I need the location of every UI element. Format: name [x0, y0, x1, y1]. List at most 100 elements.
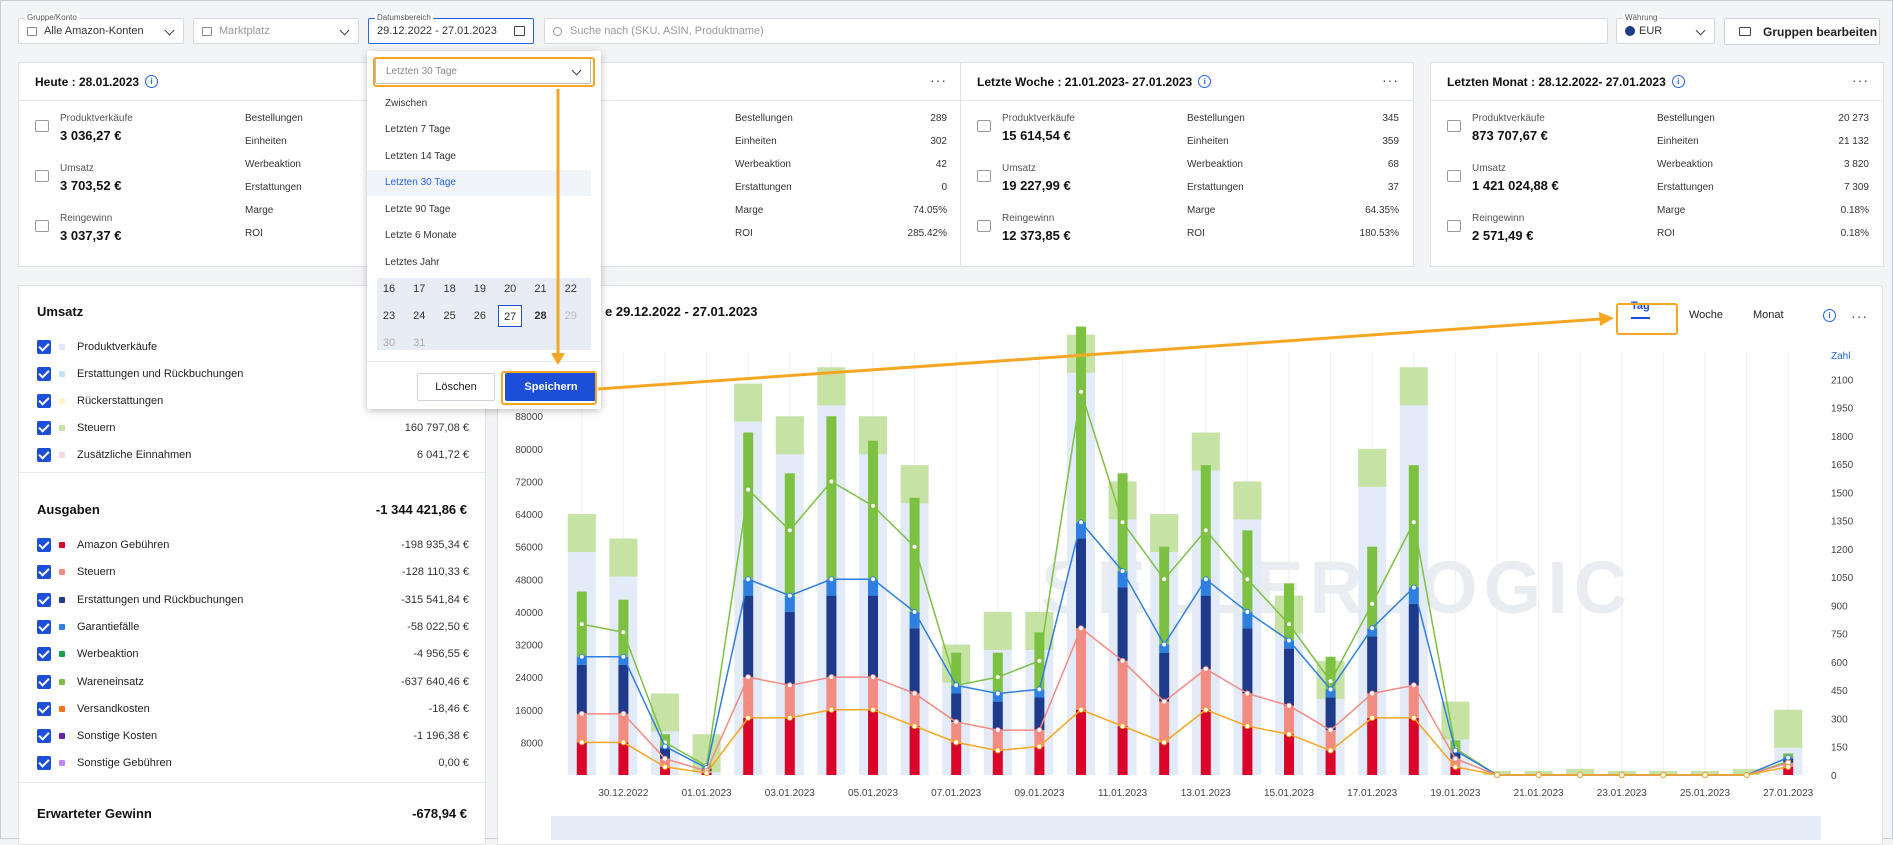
marketplace-select[interactable]: Marktplatz — [193, 18, 359, 44]
more-options-icon[interactable]: ··· — [1852, 72, 1869, 88]
info-icon[interactable]: i — [145, 75, 159, 88]
net-metric: Reingewinn 3 037,37 € — [60, 213, 122, 243]
calendar-day[interactable]: 22 — [564, 283, 577, 295]
info-icon[interactable]: i — [1671, 75, 1685, 88]
checkbox[interactable] — [37, 756, 51, 771]
breakdown-item[interactable]: Sonstige Gebühren 0,00 € — [37, 755, 469, 771]
preset-option[interactable]: Letzten 14 Tage — [385, 150, 456, 162]
breakdown-item[interactable]: Rückerstattungen — [37, 393, 469, 409]
checkbox[interactable] — [37, 701, 51, 716]
profit-value: -678,94 € — [412, 806, 467, 821]
currency-select[interactable]: Währung EUR — [1616, 13, 1715, 44]
breakdown-item[interactable]: Wareneinsatz -637 640,46 € — [37, 674, 469, 690]
checkbox[interactable] — [37, 340, 51, 354]
edit-groups-button[interactable]: Gruppen bearbeiten — [1724, 18, 1880, 45]
checkbox[interactable] — [37, 674, 51, 689]
metric-row: Werbeaktion 42 — [735, 159, 947, 170]
color-swatch — [59, 371, 65, 377]
calendar-day[interactable]: 25 — [443, 310, 456, 322]
breakdown-item[interactable]: Zusätzliche Einnahmen 6 041,72 € — [37, 447, 469, 463]
sales-icon — [35, 120, 49, 132]
breakdown-item[interactable]: Erstattungen und Rückbuchungen -315 541,8… — [37, 592, 469, 608]
calendar-day[interactable]: 29 — [564, 310, 577, 322]
date-range-field[interactable]: Datumsbereich 29.12.2022 - 27.01.2023 — [368, 13, 534, 44]
more-options-icon[interactable]: ··· — [1382, 72, 1399, 88]
calendar-day[interactable]: 26 — [473, 310, 487, 322]
preset-option[interactable]: Letzten 7 Tage — [385, 124, 451, 135]
breakdown-item[interactable]: Garantiefälle -58 022,50 € — [37, 619, 469, 635]
preset-option[interactable]: Letzten 30 Tage — [367, 169, 591, 196]
metric-row: Erstattungen 37 — [1187, 182, 1399, 193]
calendar-day[interactable]: 21 — [534, 283, 547, 295]
chart-more-icon[interactable]: ··· — [1851, 308, 1868, 324]
calendar-day[interactable]: 31 — [413, 337, 426, 349]
checkbox[interactable] — [37, 448, 51, 462]
card-title: Letzte Woche : 21.01.2023- 27.01.2023 i — [961, 63, 1413, 101]
calendar-day[interactable]: 17 — [413, 283, 426, 295]
delete-button[interactable]: Löschen — [417, 373, 495, 401]
color-swatch — [59, 651, 65, 658]
metric-row: Einheiten 21 132 — [1657, 136, 1869, 147]
calendar-day[interactable]: 28 — [534, 310, 547, 322]
checkbox[interactable] — [37, 394, 51, 408]
sales-icon — [977, 120, 991, 132]
chart-info-icon[interactable]: i — [1823, 309, 1836, 322]
kpi-card: Letzte Woche : 21.01.2023- 27.01.2023 i ··… — [960, 62, 1414, 267]
tab-week[interactable]: Woche — [1689, 309, 1724, 321]
calendar-day[interactable]: 19 — [473, 283, 487, 295]
info-icon[interactable]: i — [1198, 75, 1212, 88]
tab-month[interactable]: Monat — [1753, 309, 1784, 321]
rev-metric: Umsatz 19 227,99 € — [1002, 163, 1071, 193]
preset-option[interactable]: Letzte 6 Monate — [385, 230, 457, 241]
more-options-icon[interactable]: ··· — [930, 72, 947, 88]
calendar-day[interactable]: 30 — [382, 337, 396, 349]
save-button[interactable]: Speichern — [505, 373, 597, 401]
group-account-value: Alle Amazon-Konten — [44, 25, 144, 37]
calendar-day[interactable]: 27 — [498, 305, 523, 327]
checkbox[interactable] — [37, 538, 51, 552]
chart-title: e 29.12.2022 - 27.01.2023 — [605, 304, 758, 319]
calendar-day[interactable]: 20 — [504, 283, 517, 295]
group-account-select[interactable]: Gruppe/Konto Alle Amazon-Konten — [18, 13, 184, 44]
preset-option[interactable]: Letztes Jahr — [385, 256, 440, 268]
breakdown-item[interactable]: Produktverkäufe — [37, 339, 469, 355]
item-value: -128 110,33 € — [401, 566, 469, 579]
calendar-day[interactable]: 18 — [443, 283, 456, 295]
annotation-highlight-save — [501, 371, 597, 405]
item-label: Rückerstattungen — [77, 395, 164, 407]
checkbox[interactable] — [37, 565, 51, 580]
checkbox[interactable] — [37, 729, 51, 744]
breakdown-item[interactable]: Sonstige Kosten -1 196,38 € — [37, 728, 469, 744]
metric-row: Erstattungen 7 309 — [1657, 182, 1869, 193]
rev-icon — [977, 170, 991, 182]
item-label: Sonstige Gebühren — [77, 757, 172, 770]
color-swatch — [59, 569, 65, 576]
checkbox[interactable] — [37, 619, 51, 634]
preset-option[interactable]: Zwischen — [385, 97, 428, 109]
color-swatch — [59, 678, 65, 685]
item-value: -58 022,50 € — [407, 620, 469, 633]
calendar-day[interactable]: 23 — [382, 310, 396, 322]
breakdown-item[interactable]: Steuern -128 110,33 € — [37, 564, 469, 580]
color-swatch — [59, 425, 65, 431]
item-label: Wareneinsatz — [77, 675, 144, 688]
item-value: -1 196,38 € — [413, 730, 469, 743]
search-input[interactable]: Suche nach (SKU, ASIN, Produktname) — [544, 18, 1608, 44]
item-label: Garantiefälle — [77, 620, 140, 633]
checkbox[interactable] — [37, 421, 51, 435]
breakdown-item[interactable]: Versandkosten -18,46 € — [37, 701, 469, 717]
preset-option[interactable]: Letzte 90 Tage — [385, 203, 451, 215]
checkbox[interactable] — [37, 592, 51, 607]
profit-title: Erwarteter Gewinn — [37, 806, 152, 821]
breakdown-item[interactable]: Erstattungen und Rückbuchungen — [37, 366, 469, 382]
calendar-day[interactable]: 24 — [413, 310, 426, 322]
breakdown-item[interactable]: Steuern 160 797,08 € — [37, 420, 469, 436]
checkbox[interactable] — [37, 647, 51, 662]
metric-row: Marge — [245, 205, 274, 216]
item-label: Steuern — [77, 422, 116, 434]
checkbox[interactable] — [37, 367, 51, 381]
breakdown-item[interactable]: Werbeaktion -4 956,55 € — [37, 646, 469, 662]
calendar-day[interactable]: 16 — [382, 283, 396, 295]
breakdown-item[interactable]: Amazon Gebühren -198 935,34 € — [37, 537, 469, 553]
